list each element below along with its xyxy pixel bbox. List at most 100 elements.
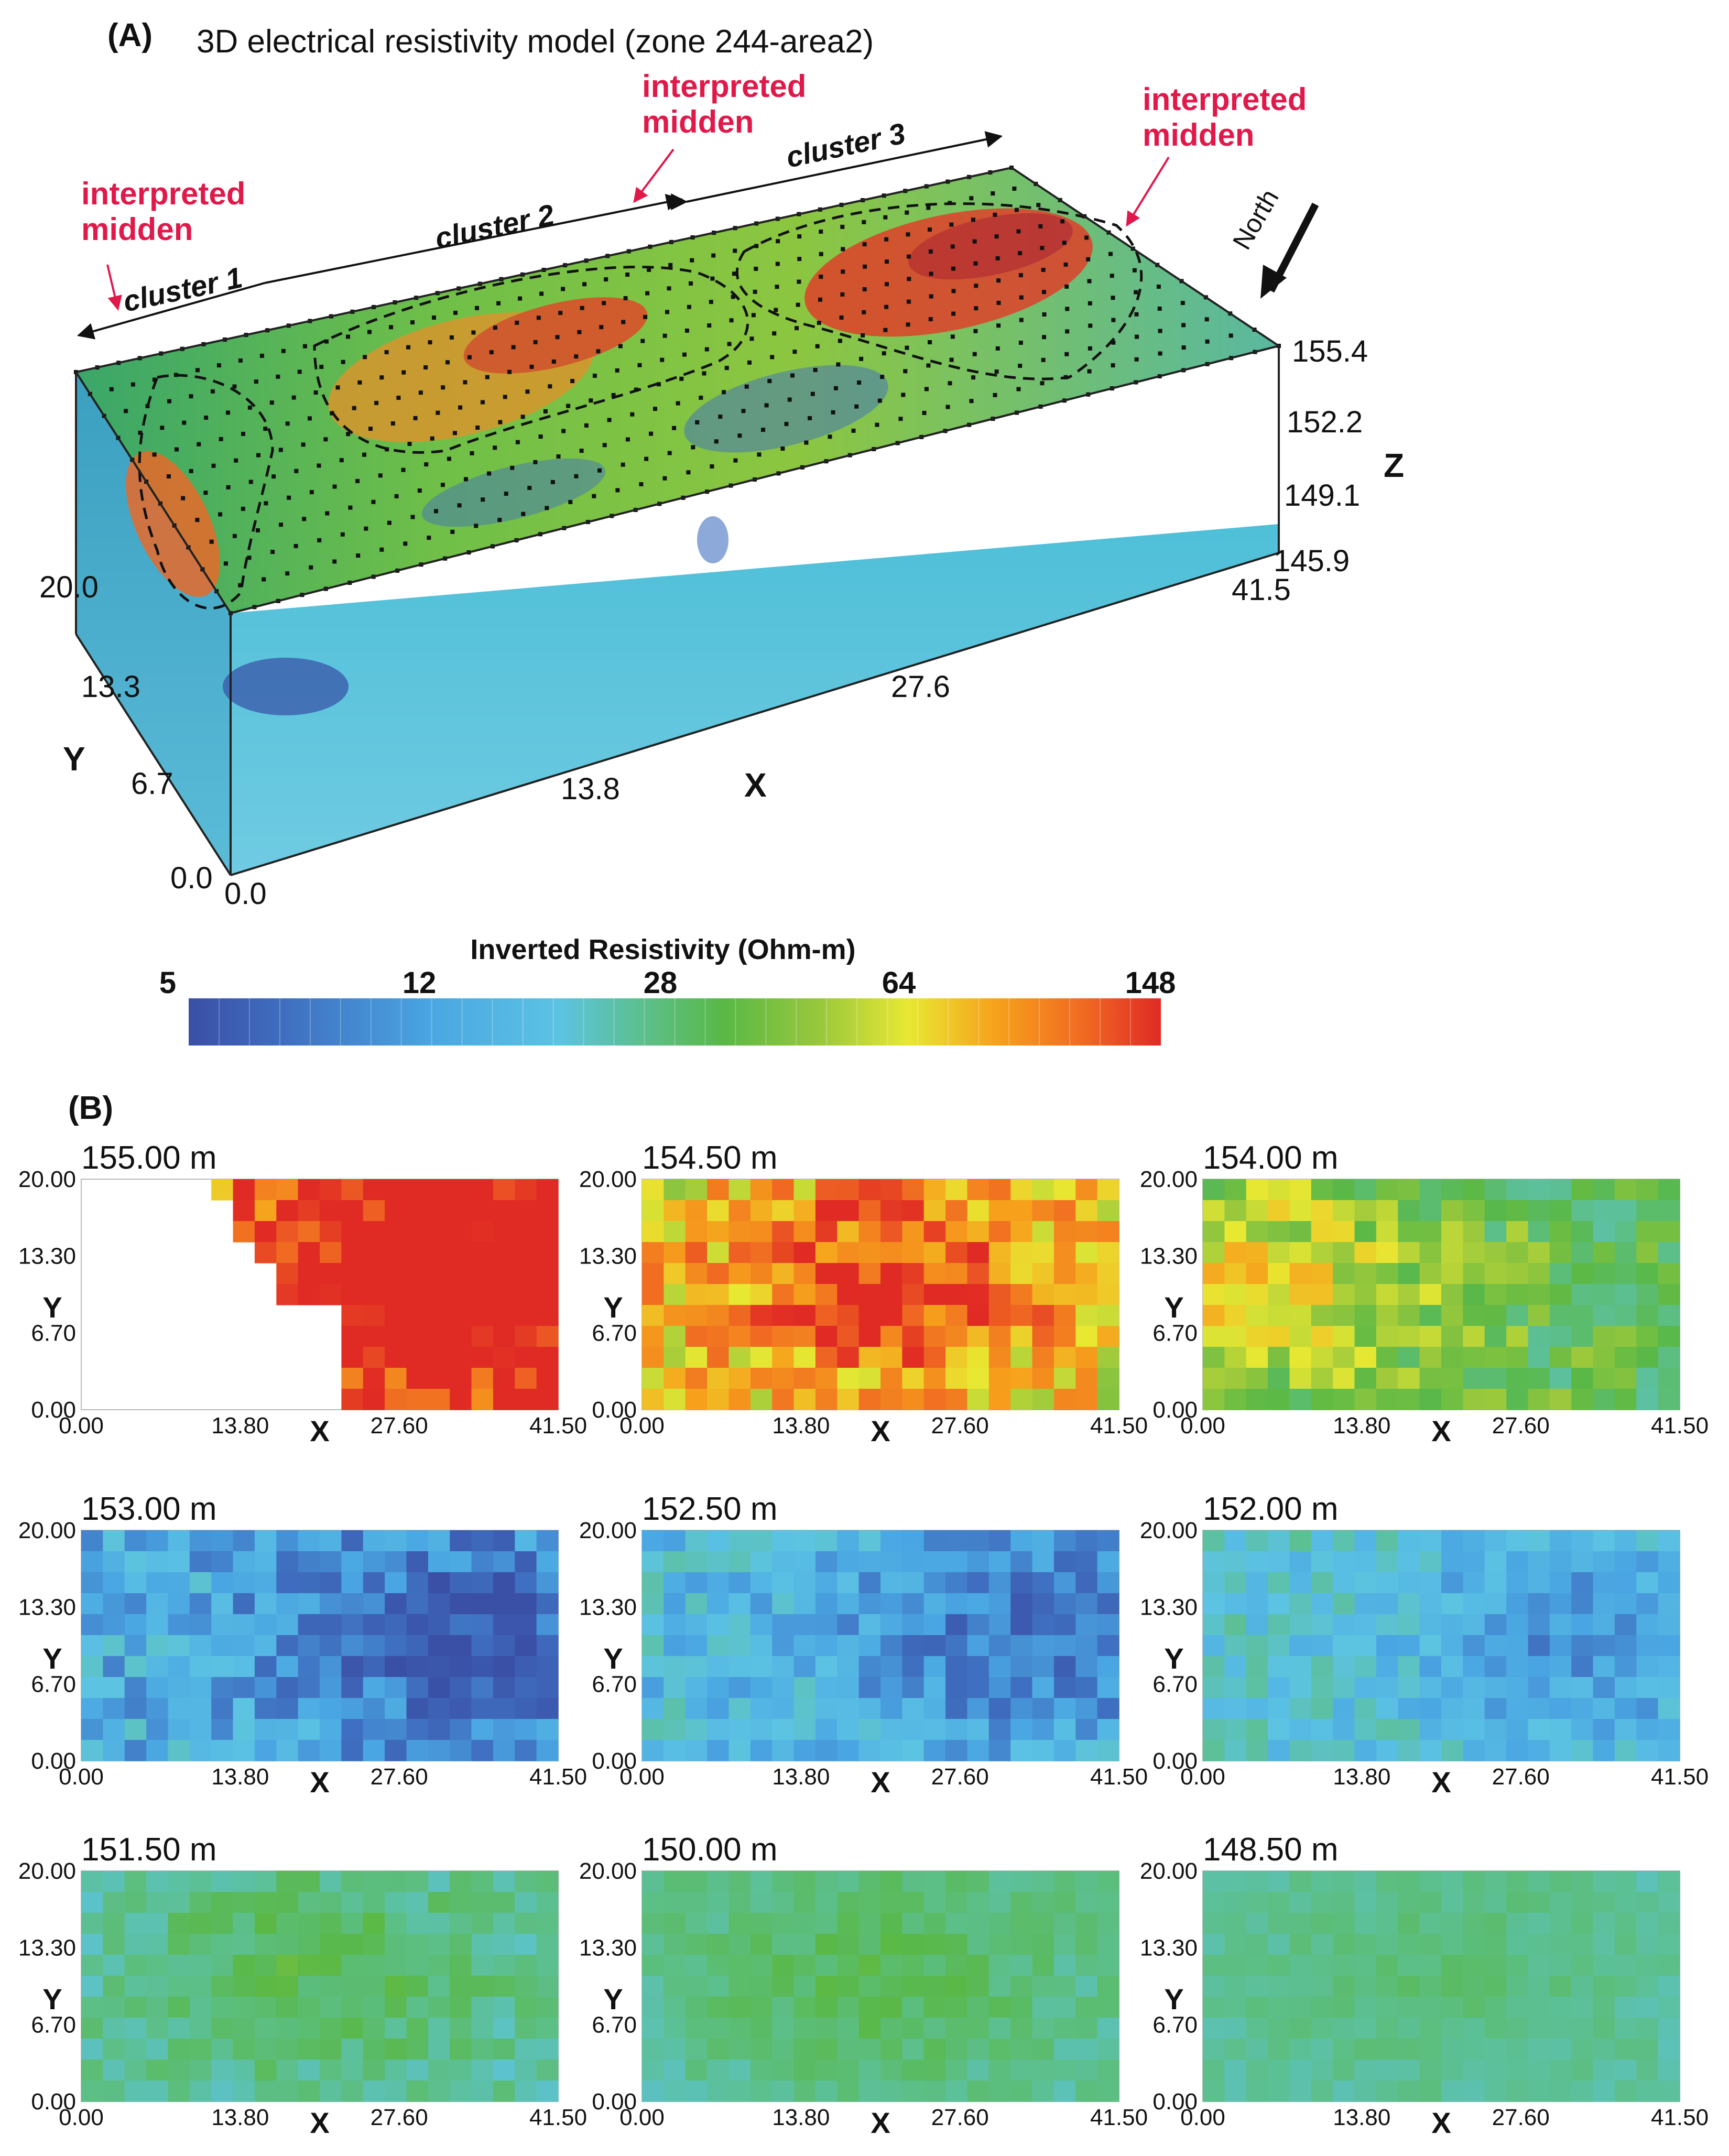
heatmap-cell: [254, 1934, 277, 1955]
heatmap-cell: [1549, 1284, 1572, 1305]
heatmap-cell: [1311, 1200, 1333, 1222]
heatmap-cell: [493, 1997, 515, 2018]
heatmap-cell: [1528, 1305, 1550, 1326]
heatmap-cell: [945, 1200, 968, 1222]
heatmap-cell: [1484, 1326, 1507, 1347]
slice-x-tick: 27.60: [371, 1413, 428, 1439]
heatmap-cell: [341, 1955, 364, 1976]
heatmap-cell: [1053, 1913, 1076, 1934]
heatmap-cell: [967, 1698, 989, 1719]
heatmap-cell: [945, 1955, 968, 1976]
heatmap-cell: [385, 1719, 407, 1740]
heatmap-cell: [1224, 1635, 1247, 1657]
heatmap-cell: [1053, 1656, 1076, 1678]
heatmap-cell: [1614, 1572, 1637, 1594]
electrode-dot: [804, 440, 809, 445]
heatmap-cell: [1636, 1347, 1659, 1368]
heatmap-cell: [536, 1719, 559, 1740]
heatmap-cell: [1268, 1530, 1290, 1552]
heatmap-cell: [837, 1934, 860, 1955]
heatmap-cell: [707, 1677, 730, 1698]
heatmap-cell: [1506, 1635, 1529, 1657]
electrode-dot: [787, 397, 792, 402]
heatmap-cell: [233, 1955, 255, 1976]
heatmap-cell: [793, 1221, 816, 1243]
heatmap-cell: [363, 1677, 385, 1698]
heatmap-cell: [363, 1347, 385, 1368]
electrode-dot: [510, 465, 515, 470]
heatmap-cell: [967, 1242, 989, 1264]
heatmap-cell: [428, 1635, 450, 1657]
electrode-dot: [596, 349, 601, 354]
heatmap-cell: [233, 2060, 255, 2081]
heatmap-cell: [1528, 1719, 1550, 1740]
heatmap-cell: [385, 1871, 407, 1892]
heatmap-cell: [902, 1955, 925, 1976]
electrode-dot: [511, 345, 516, 350]
heatmap-cell: [1593, 1200, 1615, 1222]
electrode-dot: [209, 539, 214, 544]
heatmap-cell: [923, 1677, 946, 1698]
electrode-dot: [744, 384, 749, 389]
heatmap-cell: [211, 1892, 234, 1913]
electrode-dot: [647, 267, 651, 272]
heatmap-cell: [515, 1347, 537, 1368]
heatmap-cell: [1075, 1976, 1098, 1997]
colorbar-gradient: [189, 998, 1161, 1046]
heatmap-cell: [1463, 1305, 1485, 1326]
electrode-dot: [877, 398, 882, 403]
heatmap-cell: [772, 1719, 795, 1740]
heatmap-cell: [1614, 1284, 1637, 1305]
heatmap-cell: [1398, 1892, 1420, 1913]
heatmap-cell: [902, 1656, 925, 1678]
heatmap-cell: [189, 1677, 212, 1698]
heatmap-cell: [276, 2039, 299, 2060]
electrode-dot: [1063, 262, 1068, 267]
heatmap-cell: [1658, 1871, 1680, 1892]
heatmap-cell: [385, 1179, 407, 1201]
heatmap-cell: [837, 1871, 860, 1892]
heatmap-cell: [1053, 1200, 1076, 1222]
heatmap-cell: [1032, 1593, 1054, 1615]
heatmap-cell: [536, 2018, 559, 2039]
heatmap-cell: [298, 1892, 320, 1913]
heatmap-cell: [988, 2081, 1011, 2102]
heatmap-cell: [1224, 1593, 1247, 1615]
heatmap-cell: [1484, 1892, 1507, 1913]
heatmap-cell: [664, 1263, 686, 1284]
heatmap-cell: [493, 2018, 515, 2039]
heatmap-cell: [254, 1572, 277, 1594]
heatmap-cell: [406, 1572, 429, 1594]
heatmap-cell: [664, 1635, 686, 1657]
heatmap-cell: [1376, 1955, 1398, 1976]
heatmap-cell: [189, 1551, 212, 1573]
heatmap-cell: [945, 1305, 968, 1326]
heatmap-cell: [1506, 2060, 1529, 2081]
heatmap-cell: [1268, 1656, 1290, 1678]
heatmap-cell: [685, 1551, 708, 1573]
heatmap-cell: [1506, 1955, 1529, 1976]
annotation-3-line2: midden: [1143, 117, 1254, 153]
heatmap-cell: [1376, 1976, 1398, 1997]
slice-y-tick: 6.70: [31, 1671, 76, 1697]
heatmap-cell: [1614, 1677, 1637, 1698]
heatmap-cell: [233, 1934, 255, 1955]
heatmap-cell: [642, 1698, 664, 1719]
electrode-dot: [498, 420, 503, 424]
heatmap-cell: [81, 1530, 103, 1552]
heatmap-cell: [1289, 1368, 1312, 1389]
heatmap-cell: [1614, 1200, 1637, 1222]
heatmap-cell: [211, 2039, 234, 2060]
slice-y-label: Y: [603, 1983, 623, 2016]
electrode-dot: [262, 577, 266, 582]
heatmap-cell: [880, 2039, 902, 2060]
heatmap-cell: [923, 2060, 946, 2081]
electrode-dot: [818, 297, 822, 302]
heatmap-cell: [1636, 1913, 1659, 1934]
heatmap-cell: [750, 1284, 773, 1305]
heatmap-cell: [1224, 1221, 1247, 1243]
heatmap-cell: [1224, 1719, 1247, 1740]
heatmap-cell: [1075, 1200, 1098, 1222]
annotation-2-line1: interpreted: [642, 69, 806, 104]
